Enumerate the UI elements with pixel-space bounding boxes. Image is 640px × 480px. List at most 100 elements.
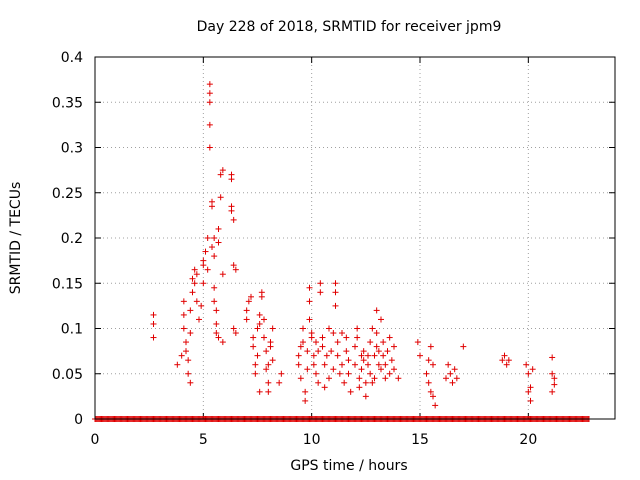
- x-tick-label: 5: [199, 432, 208, 448]
- data-point: [549, 370, 556, 377]
- x-tick-label: 10: [303, 432, 321, 448]
- data-point: [373, 330, 380, 337]
- axis-ticks: 0 0.05 0.1 0.15 0.2 0.25 0.3 0.35 0.4 0 5 10 15 20: [52, 50, 615, 448]
- data-point: [300, 339, 306, 346]
- data-point: [527, 384, 534, 391]
- data-point: [243, 316, 250, 323]
- data-point: [360, 348, 367, 355]
- data-point: [200, 262, 207, 269]
- data-point: [150, 311, 157, 318]
- data-point: [352, 343, 358, 350]
- data-point: [432, 402, 439, 409]
- data-point: [265, 361, 272, 368]
- data-point: [367, 370, 374, 377]
- y-axis-label: SRMTID / TECUs: [8, 182, 24, 295]
- data-point: [206, 121, 213, 128]
- data-point: [386, 334, 393, 341]
- data-point: [180, 311, 187, 318]
- data-point: [367, 339, 374, 346]
- data-point: [453, 375, 460, 382]
- data-point: [529, 366, 536, 373]
- x-tick-label: 20: [519, 432, 537, 448]
- data-point: [230, 262, 237, 269]
- data-point: [378, 366, 384, 373]
- y-tick-label: 0.3: [61, 141, 83, 157]
- data-point: [352, 361, 358, 368]
- data-point: [315, 379, 322, 386]
- data-point: [380, 352, 387, 359]
- data-points: [92, 81, 592, 422]
- y-tick-label: 0.35: [52, 95, 83, 111]
- data-point: [551, 381, 558, 388]
- y-tick-label: 0.05: [52, 367, 83, 383]
- data-point: [196, 316, 202, 323]
- data-point: [499, 357, 506, 364]
- data-point: [297, 375, 304, 382]
- data-point: [269, 325, 276, 332]
- data-point: [206, 99, 213, 106]
- data-point: [313, 370, 319, 377]
- data-point: [375, 348, 382, 355]
- data-point: [551, 375, 558, 382]
- data-point: [213, 307, 220, 314]
- data-point: [427, 343, 434, 350]
- data-point: [252, 370, 259, 377]
- data-point: [365, 361, 371, 368]
- data-point: [313, 339, 319, 346]
- data-point: [423, 370, 430, 377]
- data-point: [228, 207, 235, 214]
- data-point: [451, 366, 458, 373]
- x-axis-label: GPS time / hours: [290, 458, 407, 474]
- data-point: [183, 348, 189, 355]
- data-point: [206, 90, 213, 97]
- plot-frame: [94, 56, 616, 420]
- data-point: [362, 393, 369, 400]
- data-point: [343, 348, 350, 355]
- data-point: [414, 339, 421, 346]
- data-point: [332, 289, 339, 296]
- data-point: [261, 334, 267, 341]
- x-tick-label: 0: [91, 432, 100, 448]
- data-point: [254, 325, 261, 332]
- data-point: [365, 352, 371, 359]
- data-point: [356, 384, 363, 391]
- data-point: [202, 248, 209, 255]
- data-point: [425, 379, 432, 386]
- data-point: [549, 388, 556, 395]
- data-point: [304, 348, 311, 355]
- data-point: [384, 348, 391, 355]
- data-point: [209, 203, 215, 210]
- data-point: [304, 366, 311, 373]
- data-point: [254, 352, 261, 359]
- data-point: [310, 352, 317, 359]
- data-point: [330, 330, 337, 337]
- data-point: [263, 348, 270, 355]
- data-point: [445, 361, 452, 368]
- data-point: [443, 375, 449, 382]
- data-point: [300, 325, 306, 332]
- x-tick-label: 15: [411, 432, 429, 448]
- data-point: [317, 280, 324, 287]
- y-tick-label: 0.2: [61, 231, 83, 247]
- data-point: [228, 176, 235, 183]
- data-point: [215, 225, 222, 232]
- data-point: [217, 171, 224, 178]
- data-point: [332, 280, 339, 287]
- data-point: [187, 330, 194, 337]
- data-point: [430, 361, 436, 368]
- data-point: [319, 343, 326, 350]
- data-point: [219, 271, 226, 278]
- data-point: [425, 357, 432, 364]
- y-tick-label: 0.15: [52, 276, 83, 292]
- data-point: [354, 325, 361, 332]
- data-point: [263, 366, 270, 373]
- data-point: [378, 316, 384, 323]
- data-point: [369, 325, 376, 332]
- data-point: [310, 361, 317, 368]
- data-point: [391, 366, 397, 373]
- data-point: [209, 244, 215, 251]
- data-point: [189, 289, 196, 296]
- data-point: [269, 357, 276, 364]
- data-point: [369, 379, 376, 386]
